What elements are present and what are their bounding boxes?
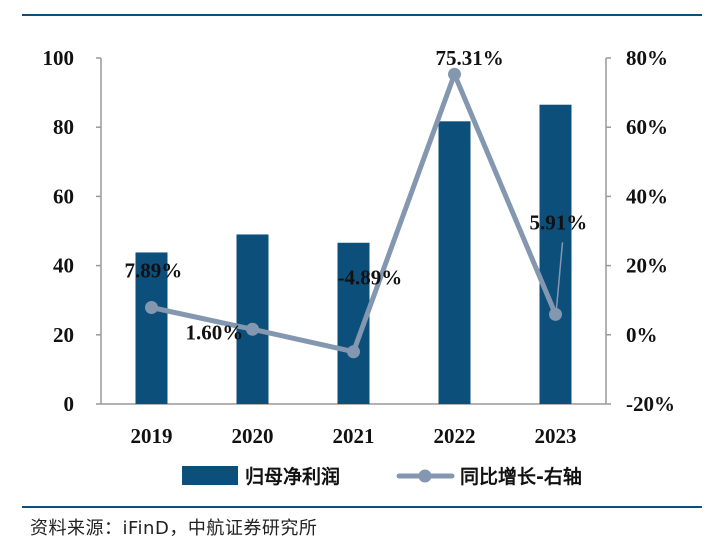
- left-tick-label: 0: [64, 392, 75, 416]
- right-tick-label: 20%: [626, 254, 668, 278]
- line-data-label: 7.89%: [125, 259, 183, 283]
- bar: [135, 252, 168, 404]
- combo-chart: 0 20 40 60 80 100 -20% 0% 20% 40% 60% 80% 2019 2020 20…: [43, 46, 676, 488]
- line-data-label: 75.31%: [436, 46, 504, 70]
- legend-bar-label: 归母净利润: [245, 465, 340, 488]
- x-tick-label: 2019: [131, 424, 173, 448]
- top-rule: [22, 14, 702, 16]
- right-tick-label: 40%: [626, 184, 668, 208]
- x-tick-label: 2020: [232, 424, 274, 448]
- right-tick-label: -20%: [626, 392, 675, 416]
- left-tick-label: 80: [53, 115, 74, 139]
- bottom-rule: [22, 506, 702, 508]
- line-point: [347, 345, 360, 359]
- x-tick-label: 2022: [434, 424, 476, 448]
- line-data-label: -4.89%: [338, 266, 403, 290]
- x-tick-label: 2023: [535, 424, 577, 448]
- right-tick-label: 80%: [626, 46, 668, 70]
- line-data-label: 1.60%: [186, 320, 244, 344]
- legend-bar-swatch: [182, 466, 238, 485]
- label-leader-line: [555, 242, 564, 309]
- line-point: [549, 307, 562, 321]
- legend-line-marker: [418, 469, 432, 483]
- bar: [539, 104, 572, 405]
- left-tick-label: 100: [43, 46, 75, 70]
- source-note: 资料来源：iFinD，中航证券研究所: [30, 518, 318, 539]
- legend-line-label: 同比增长-右轴: [460, 465, 582, 488]
- line-data-label: 5.91%: [530, 210, 588, 234]
- left-tick-label: 40: [53, 254, 74, 278]
- left-tick-label: 60: [53, 184, 74, 208]
- bar: [438, 121, 471, 405]
- line-point: [145, 301, 158, 315]
- line-point: [246, 322, 259, 336]
- x-tick-label: 2021: [333, 424, 375, 448]
- right-tick-label: 0%: [626, 323, 658, 347]
- line-point: [448, 67, 461, 81]
- right-tick-label: 60%: [626, 115, 668, 139]
- bar: [236, 234, 269, 404]
- left-tick-label: 20: [53, 323, 74, 347]
